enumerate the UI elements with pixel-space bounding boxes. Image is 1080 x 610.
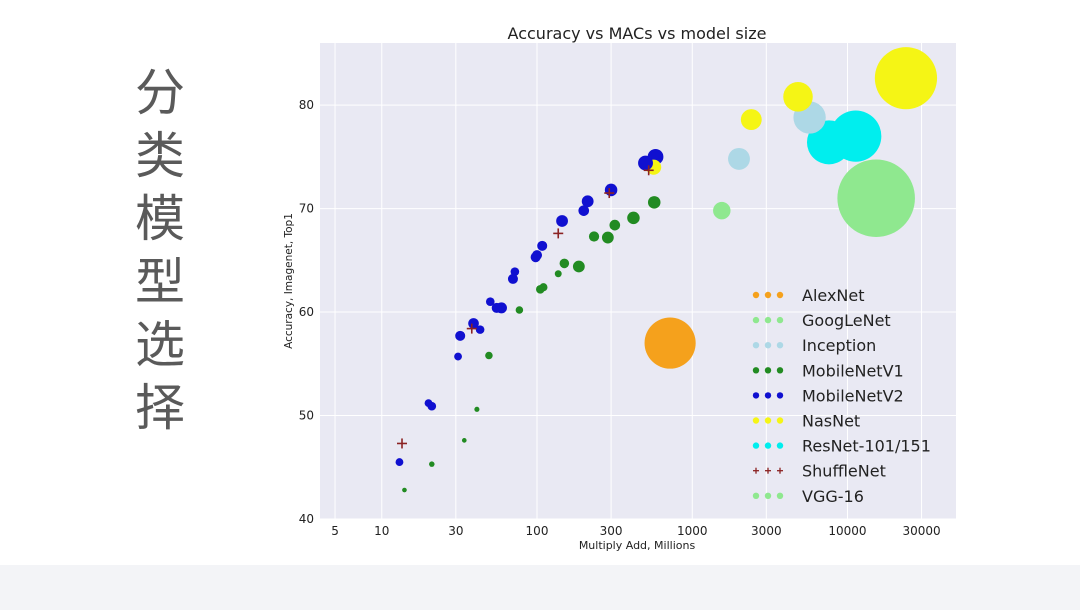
x-tick-label: 1000 (677, 524, 708, 538)
mobilenetv1-point (554, 270, 562, 278)
legend-entry: NasNet (752, 412, 860, 431)
mobilenetv2-point (455, 330, 466, 341)
y-tick-label: 70 (299, 202, 314, 216)
resnet-101-151-point (806, 120, 852, 165)
mobilenetv1-point (429, 461, 435, 467)
title-char-5: 选 (135, 316, 185, 374)
x-tick-label: 30 (448, 524, 463, 538)
nasnet-point (783, 82, 813, 112)
mobilenetv2-point (491, 302, 502, 313)
mobilenetv2-point (424, 399, 433, 408)
x-tick-label: 30000 (902, 524, 940, 538)
x-tick-label: 300 (600, 524, 623, 538)
mobilenetv2-point (578, 205, 590, 216)
mobilenetv1-point (515, 306, 524, 314)
legend: AlexNet GoogLeNet Inception MobileNetV1 Mobi… (752, 286, 931, 506)
mobilenetv2-point (507, 273, 518, 284)
title-char-6: 择 (135, 379, 185, 437)
y-axis-label: Accuracy, Imagenet, Top1 (283, 213, 295, 349)
mobilenetv1-point (601, 231, 614, 244)
data-points (395, 47, 938, 493)
legend-label: Inception (802, 336, 876, 355)
shufflenet-point (553, 228, 564, 239)
title-char-3: 模 (135, 190, 185, 248)
inception-point (728, 147, 750, 170)
mobilenetv2-point (468, 318, 479, 329)
mobilenetv1-point (485, 351, 493, 360)
mobilenetv2-point (510, 267, 520, 276)
mobilenetv2-point (604, 183, 618, 197)
y-tick-label: 40 (299, 512, 314, 526)
shufflenet-point (604, 188, 615, 199)
scatter-chart: Accuracy vs MACs vs model size 5 10 30 100 3… (283, 24, 956, 552)
mobilenetv2-point (395, 458, 404, 466)
legend-entry: AlexNet (752, 286, 865, 305)
legend-entry: GoogLeNet (752, 311, 891, 330)
legend-label: GoogLeNet (802, 311, 891, 330)
mobilenetv1-point (559, 258, 570, 269)
legend-label: VGG-16 (802, 487, 864, 506)
mobilenetv1-point (572, 260, 585, 273)
nasnet-point (874, 47, 938, 110)
legend-entry: VGG-16 (752, 487, 864, 506)
bottom-strip (0, 565, 1080, 610)
x-axis-label: Multiply Add, Millions (579, 539, 696, 552)
nasnet-point (740, 109, 762, 131)
title-char-2: 类 (135, 127, 185, 185)
mobilenetv1-point (539, 283, 548, 292)
x-tick-label: 10000 (828, 524, 866, 538)
shufflenet-point (397, 438, 408, 449)
legend-label: ShuffleNet (802, 462, 886, 481)
mobilenetv2-point (532, 250, 543, 261)
legend-label: MobileNetV1 (802, 361, 904, 380)
mobilenetv2-point (638, 155, 653, 171)
legend-entry: ResNet-101/151 (752, 437, 931, 456)
mobilenetv2-point (537, 240, 548, 251)
mobilenetv2-point (556, 215, 568, 227)
x-tick-label: 5 (331, 524, 339, 538)
x-tick-label: 100 (526, 524, 549, 538)
mobilenetv2-point (485, 297, 495, 306)
legend-entry: MobileNetV2 (752, 386, 904, 405)
shufflenet-point (643, 165, 654, 176)
y-tick-label: 50 (299, 409, 314, 423)
grid-lines (320, 43, 956, 520)
mobilenetv1-point (474, 406, 480, 412)
mobilenetv2-point (475, 325, 485, 334)
legend-label: AlexNet (802, 286, 865, 305)
y-tick-label: 60 (299, 305, 314, 319)
mobilenetv1-point (609, 219, 621, 231)
vgg-16-point (837, 159, 915, 237)
chart-title: Accuracy vs MACs vs model size (508, 24, 767, 43)
legend-label: NasNet (802, 412, 860, 431)
legend-entry: ShuffleNet (753, 462, 886, 481)
legend-label: MobileNetV2 (802, 386, 904, 405)
x-tick-label: 10 (374, 524, 389, 538)
mobilenetv1-point (461, 438, 467, 443)
alexnet-point (644, 317, 696, 369)
mobilenetv1-point (647, 196, 661, 209)
legend-label: ResNet-101/151 (802, 437, 931, 456)
googlenet-point (713, 201, 731, 220)
legend-entry: MobileNetV1 (752, 361, 904, 380)
mobilenetv1-point (402, 487, 407, 493)
mobilenetv1-point (588, 231, 600, 242)
legend-entry: Inception (752, 336, 876, 355)
title-char-4: 型 (135, 253, 185, 311)
mobilenetv1-point (627, 211, 640, 225)
title-char-1: 分 (135, 64, 185, 122)
axis-ticks: 5 10 30 100 300 1000 3000 10000 30000 40 50 60 70 80 (299, 98, 941, 538)
shufflenet-point (466, 323, 477, 334)
slide-title-vertical: 分 类 模 型 选 择 (128, 62, 192, 440)
y-tick-label: 80 (299, 98, 314, 112)
x-tick-label: 3000 (751, 524, 782, 538)
mobilenetv2-point (581, 195, 594, 208)
mobilenetv2-point (454, 352, 462, 361)
